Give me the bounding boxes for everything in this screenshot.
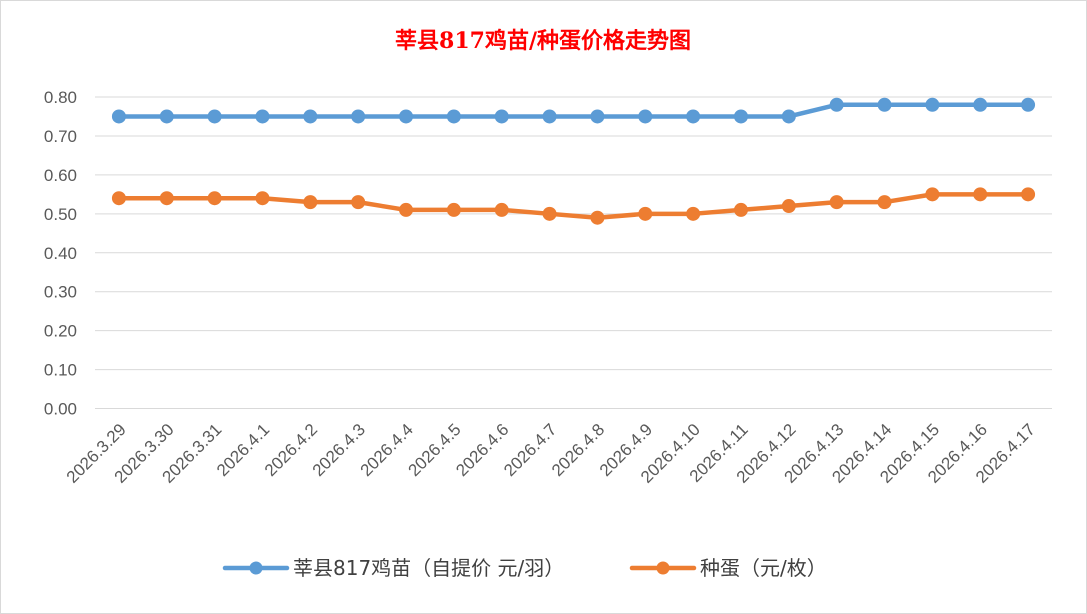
data-point [781, 109, 796, 124]
data-point [207, 109, 222, 124]
data-point [494, 109, 509, 124]
data-point [877, 195, 892, 210]
data-point [733, 109, 748, 124]
data-point [781, 199, 796, 214]
data-point [638, 206, 653, 221]
series-1 [111, 97, 1036, 124]
data-point [1021, 187, 1036, 202]
data-point [303, 195, 318, 210]
data-point [255, 191, 270, 206]
legend-item: 种蛋（元/枚） [629, 556, 827, 580]
y-tick-label: 0.00 [44, 400, 77, 419]
data-point [590, 109, 605, 124]
data-point [877, 97, 892, 112]
legend-label: 种蛋（元/枚） [700, 556, 827, 580]
legend-swatch-marker [656, 561, 670, 575]
series-2 [111, 187, 1036, 225]
data-point [446, 109, 461, 124]
y-tick-label: 0.70 [44, 127, 77, 146]
series-layer [111, 97, 1036, 225]
data-point [399, 202, 414, 217]
data-point [207, 191, 222, 206]
data-point [925, 187, 940, 202]
data-point [686, 206, 701, 221]
data-point [111, 191, 126, 206]
y-tick-label: 0.80 [44, 88, 77, 107]
y-tick-label: 0.30 [44, 283, 77, 302]
data-point [446, 202, 461, 217]
legend-item: 莘县817鸡苗（自提价 元/羽） [222, 556, 564, 580]
data-point [638, 109, 653, 124]
series-line [116, 102, 1031, 119]
y-tick-label: 0.10 [44, 361, 77, 380]
data-point [925, 97, 940, 112]
data-point [590, 210, 605, 225]
legend-swatch-marker [249, 561, 263, 575]
legend-label: 莘县817鸡苗（自提价 元/羽） [293, 556, 564, 580]
data-point [1021, 97, 1036, 112]
data-point [829, 97, 844, 112]
data-point [111, 109, 126, 124]
data-point [351, 109, 366, 124]
data-point [542, 206, 557, 221]
y-tick-label: 0.60 [44, 166, 77, 185]
y-axis-ticks: 0.00 0.10 0.20 0.30 0.40 0.50 0.60 0.70 0.80 [44, 88, 77, 419]
series-line [116, 192, 1031, 220]
data-point [159, 109, 174, 124]
y-tick-label: 0.40 [44, 244, 77, 263]
data-point [686, 109, 701, 124]
data-point [159, 191, 174, 206]
data-point [733, 202, 748, 217]
data-point [399, 109, 414, 124]
data-point [542, 109, 557, 124]
data-point [351, 195, 366, 210]
data-point [494, 202, 509, 217]
legend: 莘县817鸡苗（自提价 元/羽） 种蛋（元/枚） [222, 556, 827, 580]
data-point [973, 187, 988, 202]
data-point [829, 195, 844, 210]
data-point [303, 109, 318, 124]
data-point [255, 109, 270, 124]
y-tick-label: 0.50 [44, 205, 77, 224]
data-point [973, 97, 988, 112]
y-tick-label: 0.20 [44, 322, 77, 341]
chart-title: 莘县817鸡苗/种蛋价格走势图 [395, 28, 691, 54]
